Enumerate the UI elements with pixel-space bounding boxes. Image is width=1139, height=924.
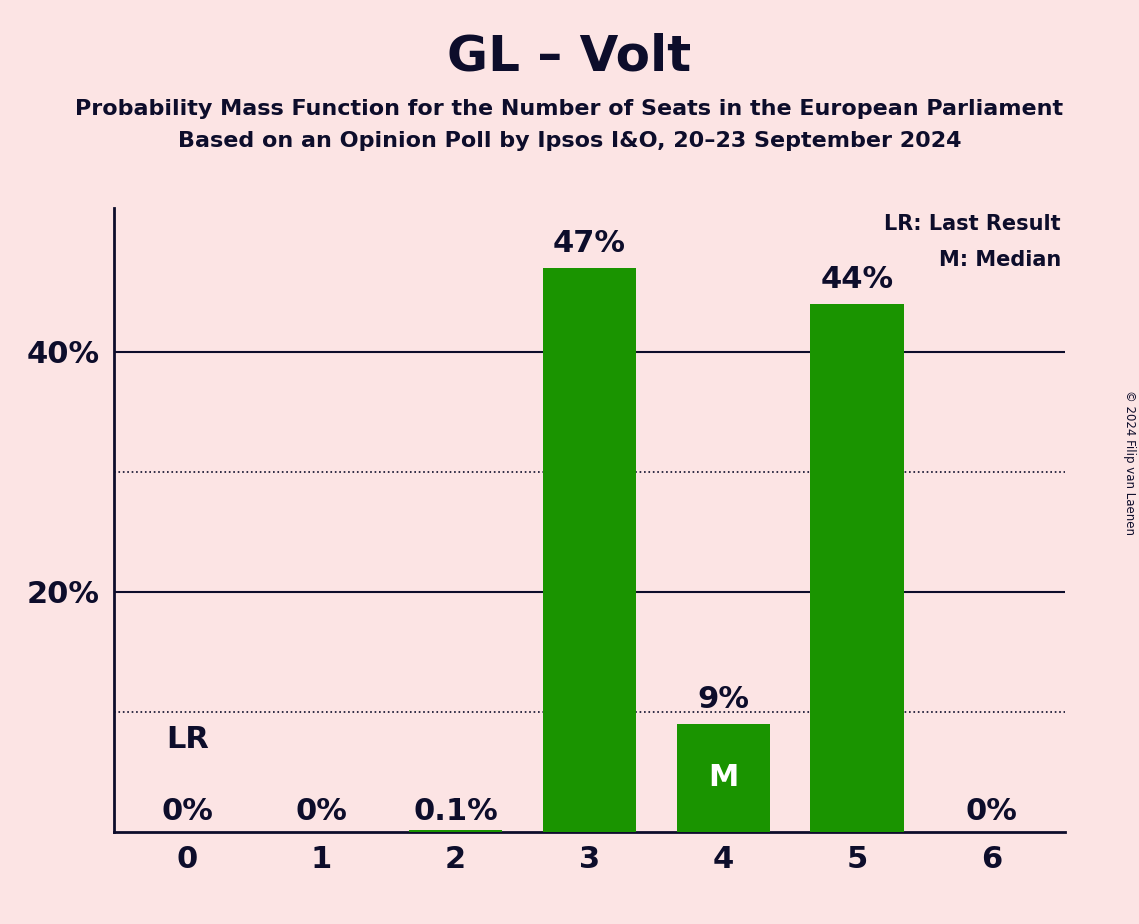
Text: Probability Mass Function for the Number of Seats in the European Parliament: Probability Mass Function for the Number… (75, 99, 1064, 119)
Bar (542, 268, 637, 832)
Text: GL – Volt: GL – Volt (448, 32, 691, 80)
Text: Based on an Opinion Poll by Ipsos I&O, 20–23 September 2024: Based on an Opinion Poll by Ipsos I&O, 2… (178, 131, 961, 152)
Text: 0%: 0% (966, 796, 1017, 826)
Text: 9%: 9% (697, 685, 749, 714)
Text: 0%: 0% (162, 796, 213, 826)
Bar (811, 304, 904, 832)
Text: © 2024 Filip van Laenen: © 2024 Filip van Laenen (1123, 390, 1137, 534)
Text: 47%: 47% (552, 229, 626, 259)
Text: LR: Last Result: LR: Last Result (884, 213, 1060, 234)
Text: LR: LR (166, 724, 210, 754)
Text: M: M (708, 763, 738, 792)
Text: 44%: 44% (821, 265, 894, 294)
Text: M: Median: M: Median (939, 249, 1060, 270)
Bar (677, 723, 770, 832)
Text: 0%: 0% (296, 796, 347, 826)
Bar (409, 831, 502, 832)
Text: 0.1%: 0.1% (413, 796, 498, 826)
